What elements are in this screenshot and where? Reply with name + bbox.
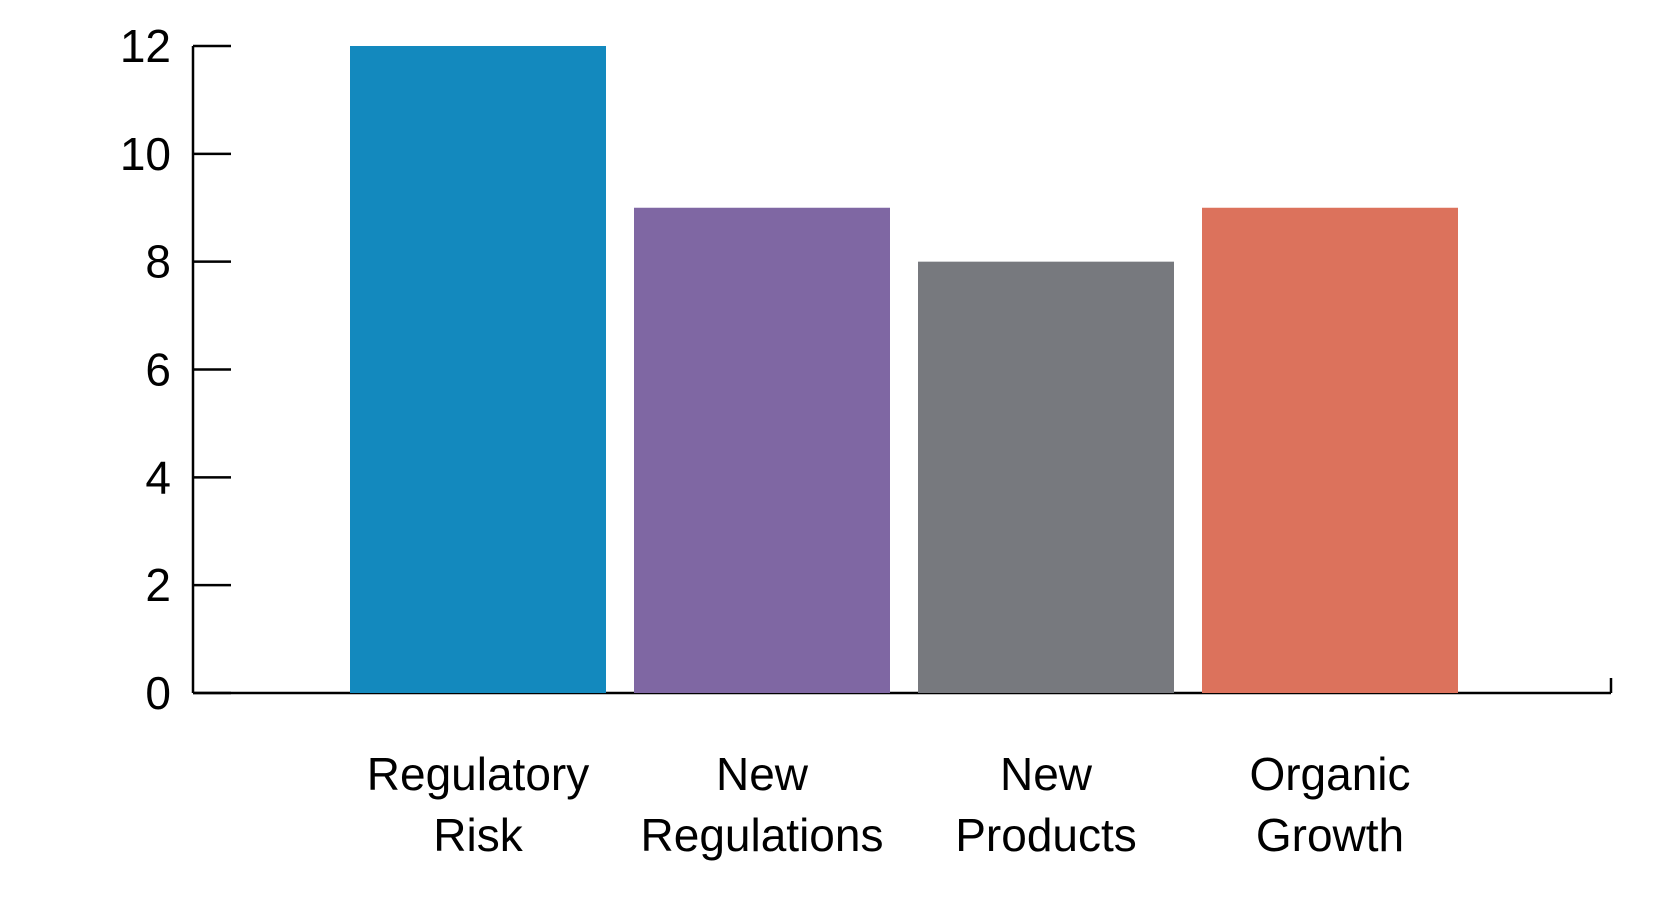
y-tick-label: 0: [145, 667, 171, 719]
x-category-label-line: Organic: [1249, 748, 1410, 800]
x-category-label-line: Regulatory: [367, 748, 589, 800]
x-category-label: Regulatory Risk: [367, 748, 589, 861]
y-tick-label: 6: [145, 344, 171, 396]
x-category-label-line: Regulations: [641, 809, 884, 861]
x-category-label: New Regulations: [641, 748, 884, 861]
x-category-label-line: Products: [955, 809, 1137, 861]
bar: [1202, 207, 1458, 693]
y-tick-label: 10: [120, 128, 171, 180]
x-category-label: New Products: [955, 748, 1137, 861]
x-category-label: Organic Growth: [1249, 748, 1410, 861]
bar: [350, 46, 606, 693]
y-tick-label: 4: [145, 451, 171, 503]
category-labels: Regulatory Risk New Regulations New Products O…: [367, 748, 1411, 861]
bars: [350, 46, 1458, 693]
y-axis: 0 2 4 6 8 10 12: [120, 20, 231, 719]
x-category-label-line: Risk: [433, 809, 523, 861]
y-tick-label: 12: [120, 20, 171, 72]
bar: [634, 207, 890, 693]
bar: [918, 261, 1174, 693]
x-category-label-line: New: [1000, 748, 1093, 800]
x-category-label-line: New: [716, 748, 809, 800]
x-category-label-line: Growth: [1256, 809, 1404, 861]
y-tick-label: 8: [145, 236, 171, 288]
y-tick-label: 2: [145, 559, 171, 611]
